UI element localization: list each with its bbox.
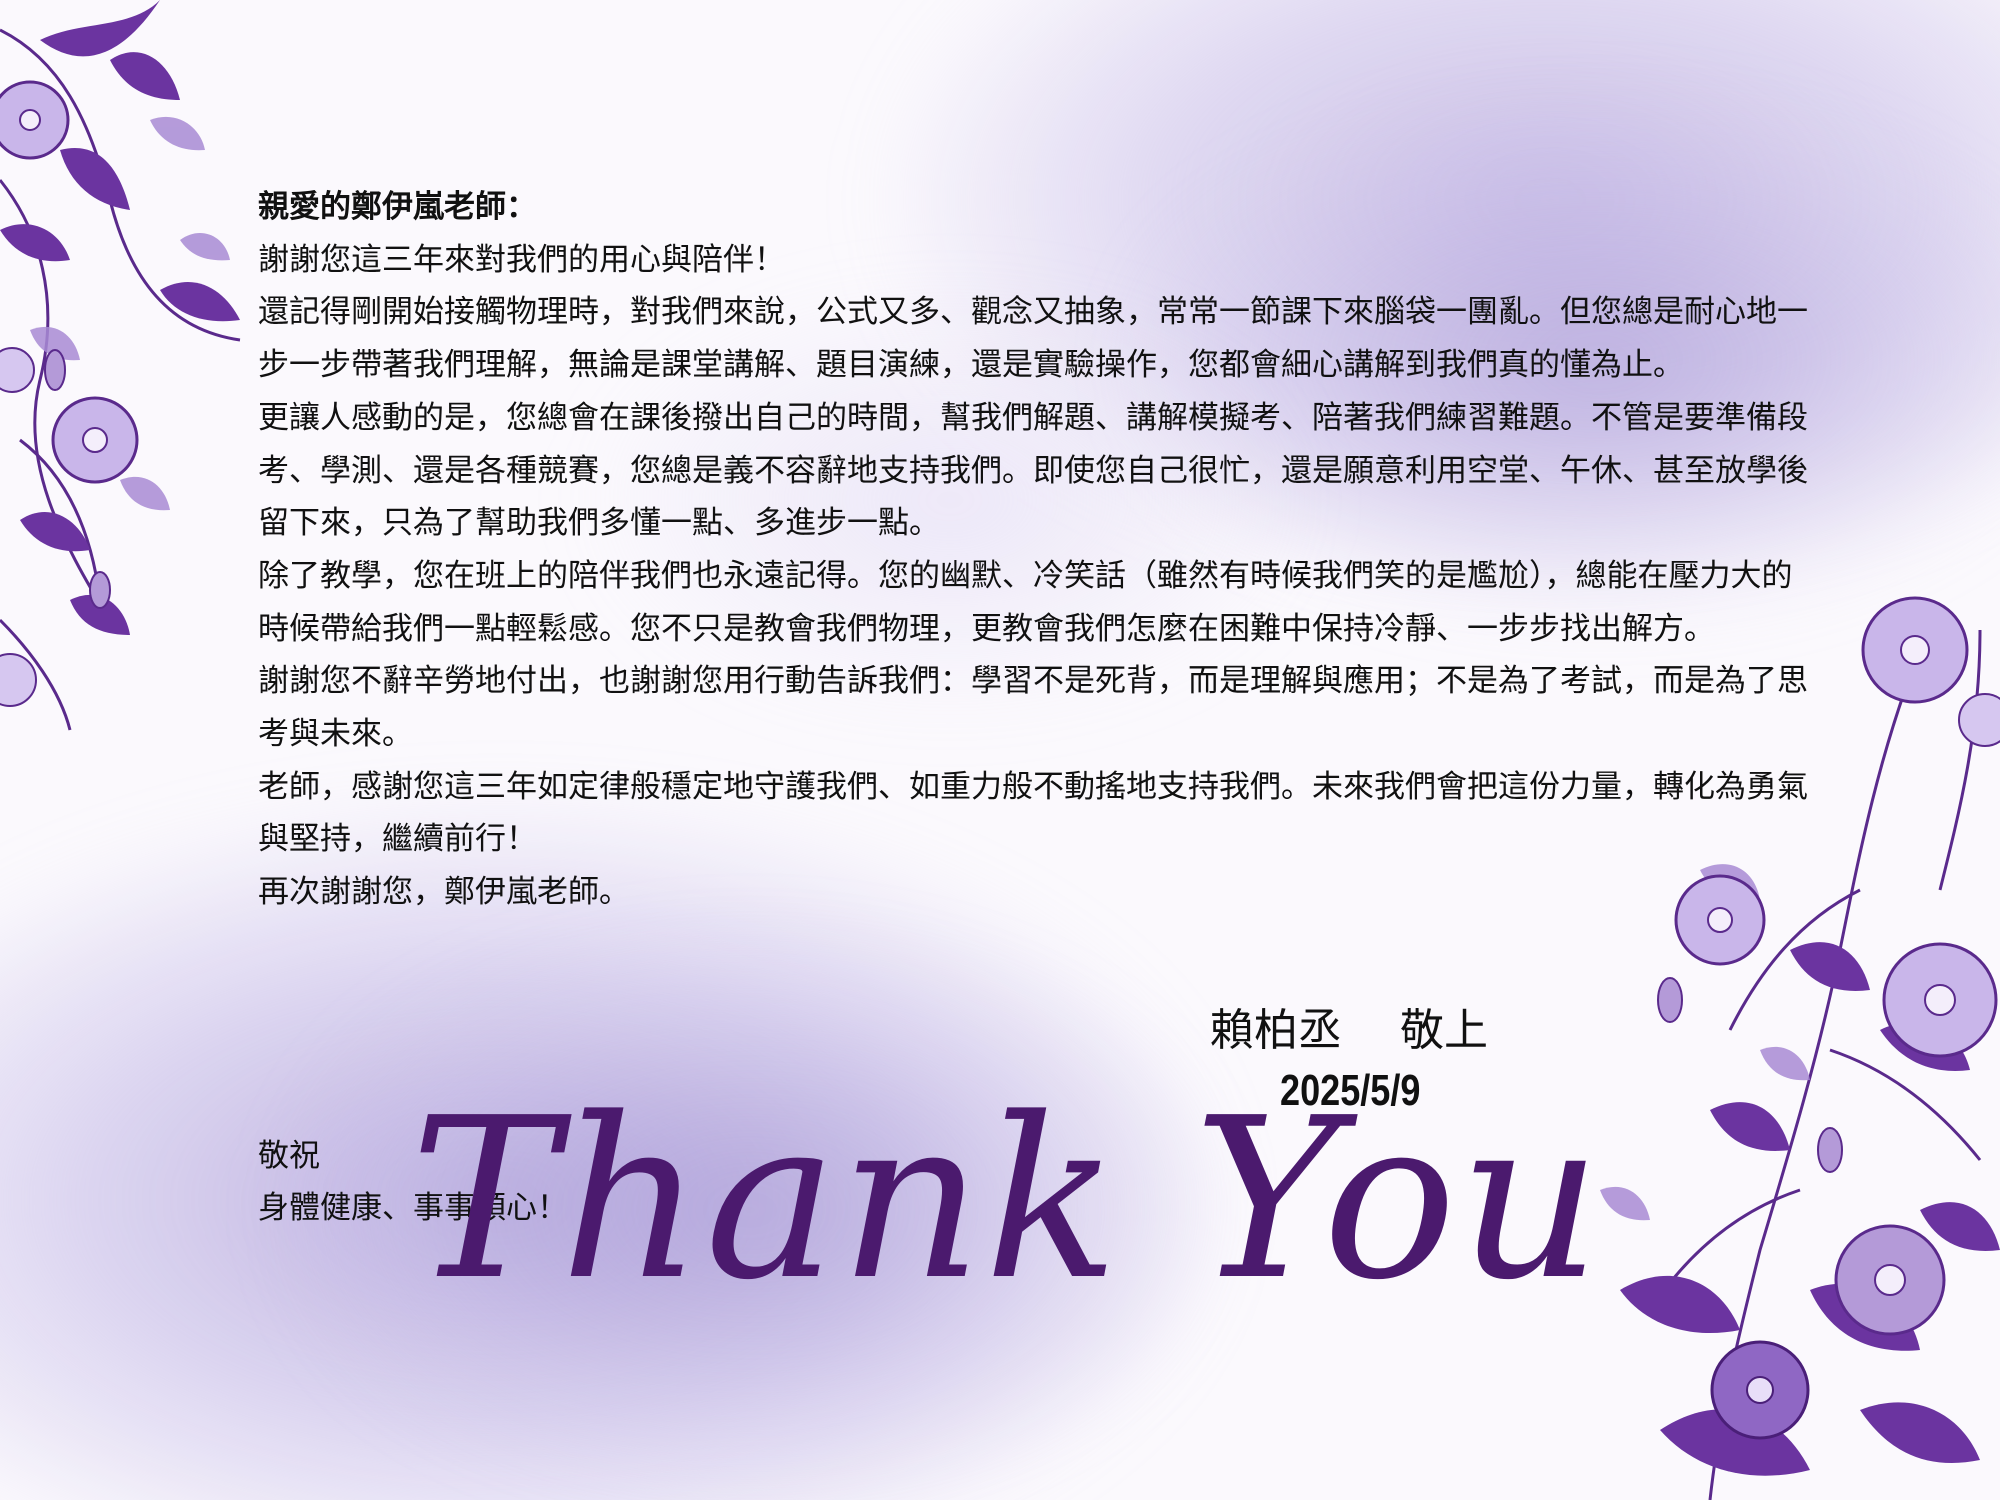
signature: 賴柏丞 敬上: [1210, 1005, 1488, 1056]
paragraph-1: 謝謝您這三年來對我們的用心與陪伴！: [258, 241, 785, 278]
floral-decoration-top-left: [0, 0, 241, 731]
closing-wishes: 敬祝 身體健康、事事順心！: [258, 1130, 568, 1234]
paragraph-2: 還記得剛開始接觸物理時，對我們來說，公式又多、觀念又抽象，常常一節課下來腦袋一團…: [258, 294, 1808, 384]
closing-line-1: 敬祝: [258, 1138, 320, 1174]
floral-decoration-bottom-right: [1600, 596, 2000, 1500]
watercolor-wash-bottom: [300, 950, 1200, 1470]
paragraph-5: 謝謝您不辭辛勞地付出，也謝謝您用行動告訴我們：學習不是死背，而是理解與應用；不是…: [258, 663, 1808, 753]
paragraph-6: 老師，感謝您這三年如定律般穩定地守護我們、如重力般不動搖地支持我們。未來我們會把…: [258, 768, 1808, 858]
letter-body: 親愛的鄭伊嵐老師： 謝謝您這三年來對我們的用心與陪伴！ 還記得剛開始接觸物理時，…: [258, 181, 1818, 919]
closing-line-2: 身體健康、事事順心！: [258, 1190, 568, 1226]
thank-you-script: Thank You: [410, 1071, 1604, 1329]
letter-date: 2025/5/9: [1280, 1066, 1421, 1115]
paragraph-7: 再次謝謝您，鄭伊嵐老師。: [258, 874, 630, 911]
paragraph-4: 除了教學，您在班上的陪伴我們也永遠記得。您的幽默、冷笑話（雖然有時候我們笑的是尷…: [258, 557, 1793, 647]
paragraph-3: 更讓人感動的是，您總會在課後撥出自己的時間，幫我們解題、講解模擬考、陪著我們練習…: [258, 399, 1808, 542]
salutation: 親愛的鄭伊嵐老師：: [258, 189, 537, 225]
watercolor-wash-center: [600, 300, 1300, 700]
